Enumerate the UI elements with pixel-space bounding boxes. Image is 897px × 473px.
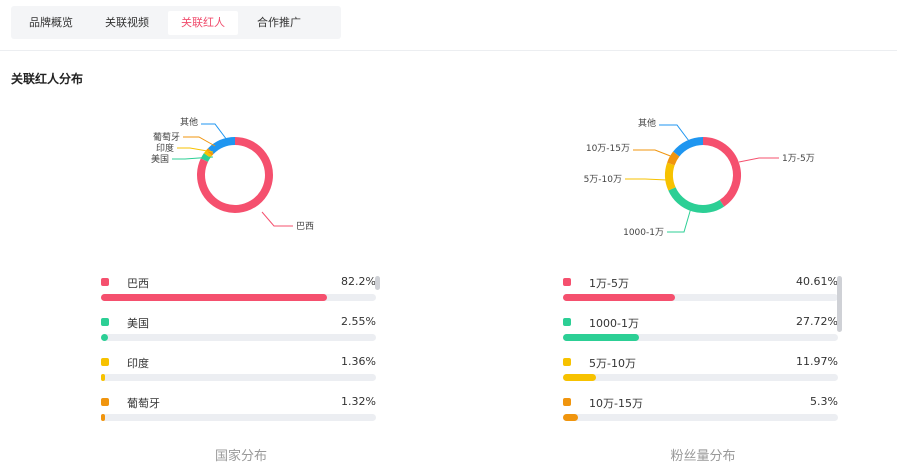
legend-swatch — [101, 358, 109, 366]
progress-track — [101, 374, 376, 381]
item-name: 巴西 — [127, 277, 149, 290]
tab-related-videos[interactable]: 关联视频 — [105, 15, 149, 29]
label-leader-line — [172, 156, 214, 160]
donut-slice — [667, 151, 680, 166]
fans-donut-chart: 1万-5万 1000-1万 5万-10万 10万-15万 其他 — [584, 117, 815, 238]
fans-footer-label: 粉丝量分布 — [670, 449, 736, 464]
progress-track — [101, 294, 376, 301]
item-percent: 2.55% — [341, 315, 376, 328]
legend-swatch — [101, 278, 109, 286]
country-list-row: 葡萄牙 1.32% — [101, 390, 376, 430]
fans-list-row: 10万-15万 5.3% — [563, 390, 838, 430]
fans-list-row: 1万-5万 40.61% — [563, 270, 838, 310]
item-percent: 5.3% — [810, 395, 838, 408]
fans-list-row: 5万-10万 11.97% — [563, 350, 838, 390]
item-name: 10万-15万 — [589, 397, 643, 410]
section-title: 关联红人分布 — [11, 72, 84, 86]
progress-fill — [563, 374, 596, 381]
donut-slice — [197, 137, 273, 213]
item-name: 印度 — [127, 357, 149, 370]
label-leader-line — [633, 149, 674, 158]
country-list-row: 印度 1.36% — [101, 350, 376, 390]
label-leader-line — [201, 123, 228, 141]
progress-track — [101, 334, 376, 341]
donut-slice — [665, 162, 676, 191]
donut-slice — [205, 148, 214, 156]
legend-swatch — [563, 318, 571, 326]
legend-swatch — [563, 278, 571, 286]
tab-cooperation[interactable]: 合作推广 — [257, 15, 301, 29]
item-name: 1000-1万 — [589, 317, 639, 330]
donut-label: 美国 — [151, 153, 169, 165]
legend-swatch — [101, 318, 109, 326]
donut-slice — [208, 137, 236, 155]
donut-label: 葡萄牙 — [153, 131, 180, 143]
country-list-scrollbar[interactable] — [375, 276, 380, 290]
progress-fill — [101, 294, 328, 301]
legend-swatch — [563, 398, 571, 406]
country-list-row: 美国 2.55% — [101, 310, 376, 350]
donut-label: 10万-15万 — [586, 144, 630, 154]
progress-fill — [101, 334, 108, 341]
donut-label: 5万-10万 — [584, 175, 622, 185]
donut-label: 巴西 — [296, 221, 314, 232]
item-percent: 11.97% — [796, 355, 838, 368]
tab-related-influencers[interactable]: 关联红人 — [168, 10, 238, 35]
progress-track — [563, 334, 838, 341]
progress-track — [563, 414, 838, 421]
label-leader-line — [177, 147, 214, 153]
label-leader-line — [738, 157, 779, 163]
item-name: 5万-10万 — [589, 357, 636, 370]
donut-label: 1000-1万 — [623, 228, 664, 238]
donut-label: 印度 — [156, 142, 174, 154]
donut-label: 1万-5万 — [782, 154, 815, 164]
donut-slice — [673, 137, 704, 157]
tab-bar: 品牌概览 关联视频 关联红人 合作推广 — [11, 6, 341, 39]
fans-list-scrollbar[interactable] — [837, 276, 842, 332]
legend-swatch — [101, 398, 109, 406]
donut-label: 其他 — [180, 116, 198, 128]
tab-brand-overview[interactable]: 品牌概览 — [29, 15, 73, 29]
progress-fill — [101, 374, 106, 381]
progress-track — [563, 374, 838, 381]
item-name: 葡萄牙 — [127, 397, 160, 410]
divider — [0, 50, 897, 51]
item-name: 1万-5万 — [589, 277, 629, 290]
label-leader-line — [261, 211, 293, 227]
label-leader-line — [667, 207, 692, 233]
progress-track — [101, 414, 376, 421]
country-footer-label: 国家分布 — [214, 449, 267, 464]
fans-distribution-list: 1万-5万 40.61% 1000-1万 27.72% 5万-10万 11.97% 10万-… — [563, 270, 838, 430]
donut-slice — [203, 150, 213, 158]
fans-list-row: 1000-1万 27.72% — [563, 310, 838, 350]
legend-swatch — [563, 358, 571, 366]
item-percent: 40.61% — [796, 275, 838, 288]
item-percent: 1.36% — [341, 355, 376, 368]
label-leader-line — [625, 178, 668, 181]
item-name: 美国 — [127, 317, 149, 330]
donut-slice — [668, 187, 725, 213]
donut-label: 其他 — [638, 117, 656, 129]
donut-slice — [702, 137, 741, 207]
label-leader-line — [659, 124, 690, 142]
label-leader-line — [183, 136, 216, 147]
item-percent: 27.72% — [796, 315, 838, 328]
progress-fill — [563, 334, 640, 341]
progress-fill — [563, 414, 578, 421]
progress-fill — [563, 294, 675, 301]
progress-track — [563, 294, 838, 301]
progress-fill — [101, 414, 106, 421]
item-percent: 82.2% — [341, 275, 376, 288]
country-list-row: 巴西 82.2% — [101, 270, 376, 310]
item-percent: 1.32% — [341, 395, 376, 408]
country-distribution-list: 巴西 82.2% 美国 2.55% 印度 1.36% 葡萄牙 1.32% — [101, 270, 376, 430]
